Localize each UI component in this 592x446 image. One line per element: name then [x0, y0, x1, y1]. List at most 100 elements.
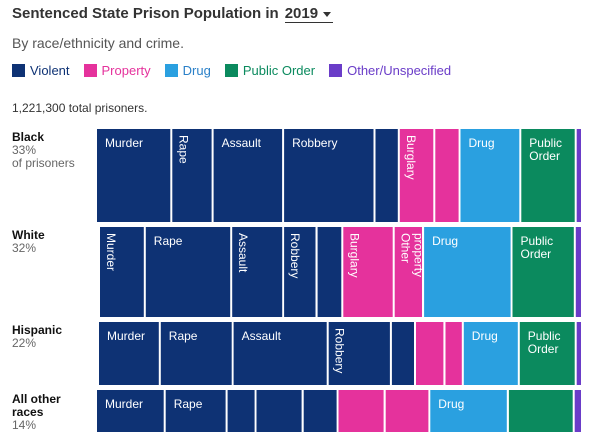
group-label-black: Black 33% of prisoners: [12, 131, 75, 170]
legend-swatch: [224, 64, 238, 77]
bar-segment[interactable]: [172, 129, 212, 222]
legend-item-drug[interactable]: Drug: [164, 63, 211, 78]
group-pct-note: of prisoners: [12, 156, 75, 170]
legend-swatch: [164, 64, 178, 77]
bar-segment[interactable]: [97, 129, 171, 222]
segment-label: Rape: [176, 135, 190, 164]
bar-segment[interactable]: [460, 129, 520, 222]
bar-segment[interactable]: [574, 390, 581, 432]
legend-item-violent[interactable]: Violent: [12, 63, 70, 78]
legend-swatch: [83, 64, 97, 77]
segment-label: Murder: [104, 233, 118, 271]
group-pct: 14%: [12, 418, 37, 432]
year-value: 2019: [284, 5, 319, 22]
bar-segment[interactable]: [575, 227, 581, 317]
group-name: White: [12, 228, 45, 242]
segment-label: Drug: [438, 397, 464, 411]
legend-label: Public Order: [242, 63, 316, 78]
bar-segment[interactable]: [512, 227, 574, 317]
bar-segment[interactable]: [463, 322, 518, 385]
segment-label: Murder: [105, 136, 143, 150]
bar-segment[interactable]: [165, 390, 226, 432]
segment-label: Drug: [432, 234, 458, 248]
segment-label: Otherproperty: [399, 233, 426, 277]
bar-segment[interactable]: [303, 390, 337, 432]
bar-segment[interactable]: [284, 227, 316, 317]
bar-segment[interactable]: [391, 322, 414, 385]
bar-segment[interactable]: [445, 322, 462, 385]
total-prisoners: 1,221,300 total prisoners.: [12, 101, 148, 115]
bar-segment[interactable]: [99, 322, 159, 385]
bar-segment[interactable]: [232, 227, 283, 317]
legend-item-other[interactable]: Other/Unspecified: [329, 63, 451, 78]
bar-segment[interactable]: [233, 322, 327, 385]
group-name: Hispanic: [12, 323, 63, 337]
bar-segment[interactable]: [317, 227, 342, 317]
bar-segment[interactable]: [160, 322, 232, 385]
segment-label: Public Order: [529, 136, 562, 163]
segment-label: Public Order: [521, 234, 554, 261]
segment-label: Assault: [236, 233, 250, 273]
segment-label: Murder: [107, 329, 145, 343]
bar-segment[interactable]: [100, 227, 144, 317]
group-pct: 22%: [12, 336, 37, 350]
bar-segment[interactable]: [416, 322, 444, 385]
segment-label: Public Order: [528, 329, 561, 356]
segment-label: Robbery: [333, 328, 347, 373]
bar-segment[interactable]: [519, 322, 575, 385]
bar-segment[interactable]: [576, 129, 581, 222]
legend-item-property[interactable]: Property: [83, 63, 151, 78]
legend-label: Other/Unspecified: [347, 63, 452, 78]
year-dropdown[interactable]: 2019: [284, 5, 334, 23]
segment-label: Burglary: [347, 233, 361, 278]
legend-label: Violent: [30, 63, 70, 78]
bar-segment[interactable]: [97, 390, 164, 432]
group-label-other-races: All other races 14%: [12, 393, 92, 432]
legend-label: Property: [101, 63, 151, 78]
segment-label: Burglary: [404, 135, 418, 180]
bar-segment[interactable]: [256, 390, 302, 432]
title-prefix: Sentenced State Prison Population in: [12, 5, 279, 22]
segment-label: Drug: [469, 136, 495, 150]
group-label-white: White 32%: [12, 229, 45, 255]
segment-label: Robbery: [288, 233, 302, 278]
bar-segment[interactable]: [375, 129, 398, 222]
bar-segment[interactable]: [394, 227, 422, 317]
bar-segment[interactable]: [145, 227, 231, 317]
segment-label: Assault: [222, 136, 262, 150]
bar-segment[interactable]: [213, 129, 283, 222]
chart-title: Sentenced State Prison Population in 2019: [12, 5, 334, 23]
legend: Violent Property Drug Public Order Other…: [12, 63, 451, 78]
segment-label: Murder: [105, 397, 143, 411]
segment-label: Drug: [472, 329, 498, 343]
legend-item-public-order[interactable]: Public Order: [224, 63, 316, 78]
bar-segment[interactable]: [435, 129, 459, 222]
legend-swatch: [12, 64, 25, 77]
group-name: All other races: [12, 392, 61, 419]
bar-segment[interactable]: [385, 390, 429, 432]
bar-segment[interactable]: [430, 390, 507, 432]
bar-segment[interactable]: [328, 322, 390, 385]
segment-label: Rape: [169, 329, 198, 343]
bar-segment[interactable]: [338, 390, 384, 432]
legend-label: Drug: [182, 63, 211, 78]
bar-segment[interactable]: [343, 227, 393, 317]
segment-label: Assault: [242, 329, 282, 343]
chart-subtitle: By race/ethnicity and crime.: [12, 35, 184, 51]
segment-label: Robbery: [292, 136, 337, 150]
legend-swatch: [329, 64, 343, 77]
group-pct: 32%: [12, 241, 37, 255]
bar-segment[interactable]: [576, 322, 581, 385]
caret-down-icon: [323, 11, 332, 17]
bar-segment[interactable]: [424, 227, 511, 317]
bar-segment[interactable]: [399, 129, 434, 222]
bar-segment[interactable]: [521, 129, 575, 222]
group-label-hispanic: Hispanic 22%: [12, 324, 62, 350]
segment-label: Rape: [154, 234, 183, 248]
bar-segment[interactable]: [284, 129, 374, 222]
bar-segment[interactable]: [227, 390, 255, 432]
bar-segment[interactable]: [508, 390, 573, 432]
segment-label: Rape: [174, 397, 203, 411]
